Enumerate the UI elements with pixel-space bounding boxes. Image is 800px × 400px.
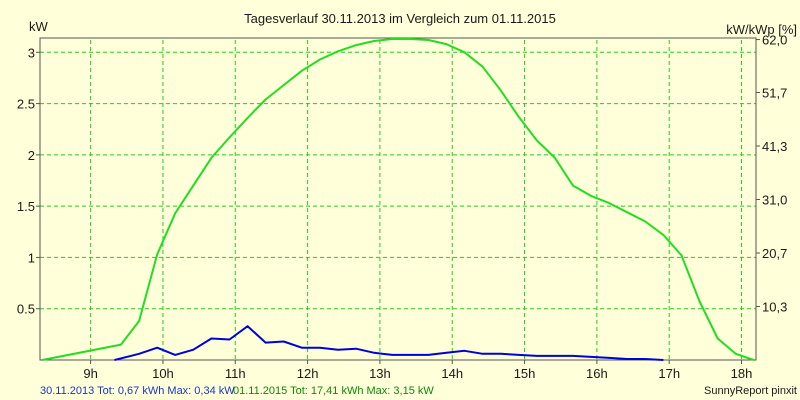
- x-tick-label: 12h: [297, 366, 319, 381]
- x-tick-label: 13h: [369, 366, 391, 381]
- y-tick-label: 0.5: [17, 302, 35, 317]
- y2-tick-label: 31,0: [762, 193, 787, 208]
- y2-tick-label: 41,3: [762, 139, 787, 154]
- x-tick-label: 11h: [225, 366, 246, 381]
- y-axis-right-label: kW/kWp [%]: [726, 22, 797, 37]
- x-tick-label: 14h: [441, 366, 463, 381]
- series-line-2013: [114, 325, 664, 361]
- y-tick-label: 1.5: [17, 199, 35, 214]
- x-tick-label: 17h: [658, 366, 680, 381]
- y-tick-label: 2: [28, 148, 35, 163]
- ticks-layer: 9h 10h 11h 12h 13h 14h 15h 16h 17h 18h 0.5 1 1.5 2 2.5…: [17, 33, 787, 381]
- y-tick-label: 1: [28, 250, 35, 265]
- x-tick-label: 18h: [731, 366, 753, 381]
- series-layer: [42, 38, 755, 361]
- chart-title: Tagesverlauf 30.11.2013 im Vergleich zum…: [244, 11, 556, 26]
- grid-layer: [40, 40, 756, 360]
- footer-series-2013-summary: 30.11.2013 Tot: 0,67 kWh Max: 0,34 kW: [40, 385, 235, 397]
- x-tick-label: 10h: [152, 366, 174, 381]
- x-tick-label: 9h: [83, 366, 97, 381]
- y2-tick-label: 51,7: [762, 86, 787, 101]
- y-axis-left-label: kW: [29, 19, 49, 34]
- footer-credit: SunnyReport pinxit: [704, 385, 797, 397]
- y2-tick-label: 10,3: [762, 300, 787, 315]
- x-tick-label: 16h: [586, 366, 608, 381]
- y2-tick-label: 20,7: [762, 246, 787, 261]
- footer-series-2015-summary: 01.11.2015 Tot: 17,41 kWh Max: 3,15 kW: [233, 385, 434, 397]
- series-line-2015: [42, 38, 755, 361]
- x-tick-label: 15h: [514, 366, 536, 381]
- y-tick-label: 3: [28, 45, 35, 60]
- y2-tick-label: 62,0: [762, 33, 787, 48]
- plot-frame: [39, 37, 757, 361]
- y-tick-label: 2.5: [17, 97, 35, 112]
